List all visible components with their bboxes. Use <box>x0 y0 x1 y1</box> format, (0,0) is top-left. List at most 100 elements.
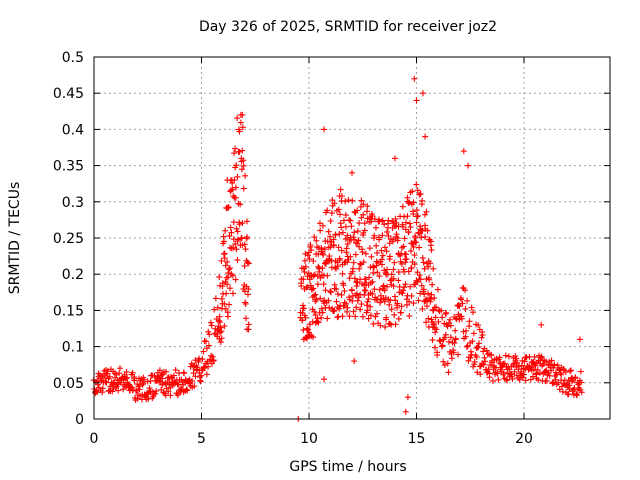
data-point <box>397 309 404 316</box>
data-point <box>414 213 421 220</box>
data-point <box>371 286 378 293</box>
data-point <box>317 295 324 302</box>
tick-layer: 0 0.05 0.1 0.15 0.2 0.25 0.3 0.35 0.4 0.45 0.5 0 5 10… <box>53 50 610 447</box>
data-point <box>473 354 480 361</box>
data-point <box>433 326 440 333</box>
data-point <box>181 370 188 377</box>
data-point <box>350 259 357 266</box>
data-point <box>376 273 383 280</box>
data-point <box>379 232 386 239</box>
data-point <box>338 247 345 254</box>
data-point <box>374 249 381 256</box>
data-point <box>496 354 503 361</box>
data-point <box>419 255 426 262</box>
data-point <box>402 281 409 288</box>
data-point <box>361 227 368 234</box>
data-point <box>347 253 354 260</box>
data-point <box>526 353 533 360</box>
data-point <box>245 321 252 328</box>
data-point <box>455 301 462 308</box>
data-point <box>390 275 397 282</box>
data-point <box>222 305 229 312</box>
data-point <box>453 315 460 322</box>
data-point <box>401 235 408 242</box>
data-point <box>405 229 412 236</box>
data-point <box>359 246 366 253</box>
data-point <box>398 303 405 310</box>
data-point <box>224 313 231 320</box>
data-point <box>234 236 241 243</box>
data-point <box>242 300 249 307</box>
data-point <box>205 363 212 370</box>
y-tick-label: 0.5 <box>62 50 84 66</box>
data-point <box>231 177 238 184</box>
data-point <box>218 257 225 264</box>
data-point <box>334 291 341 298</box>
data-point <box>377 299 384 306</box>
data-point <box>113 371 120 378</box>
data-point <box>205 342 212 349</box>
data-point <box>427 298 434 305</box>
data-point <box>327 288 334 295</box>
data-point <box>341 288 348 295</box>
data-point <box>356 243 363 250</box>
chart-title: Day 326 of 2025, SRMTID for receiver joz… <box>199 19 497 35</box>
data-point <box>242 172 249 179</box>
x-tick-label: 0 <box>90 431 99 447</box>
data-point <box>338 224 345 231</box>
data-point <box>135 383 142 390</box>
data-point <box>349 197 356 204</box>
data-point <box>577 368 584 375</box>
data-point <box>578 379 585 386</box>
data-point <box>192 373 199 380</box>
data-point <box>508 370 515 377</box>
data-point <box>373 242 380 249</box>
data-point <box>569 388 576 395</box>
data-point <box>382 323 389 330</box>
data-point <box>311 292 318 299</box>
data-point <box>382 244 389 251</box>
data-point <box>419 305 426 312</box>
data-point <box>480 361 487 368</box>
data-point <box>353 304 360 311</box>
data-point <box>324 207 331 214</box>
data-point <box>222 262 229 269</box>
data-point <box>172 367 179 374</box>
data-point <box>423 319 430 326</box>
data-point <box>158 372 165 379</box>
data-point <box>229 186 236 193</box>
data-point <box>406 220 413 227</box>
data-point <box>468 304 475 311</box>
data-point <box>535 376 542 383</box>
data-point <box>326 304 333 311</box>
data-point <box>343 245 350 252</box>
data-point <box>232 184 239 191</box>
data-point <box>393 219 400 226</box>
data-point <box>234 256 241 263</box>
data-point <box>349 169 355 176</box>
x-tick-label: 5 <box>197 431 206 447</box>
data-point <box>364 203 371 210</box>
data-point <box>546 372 553 379</box>
data-point <box>349 292 356 299</box>
data-point <box>467 348 474 355</box>
data-point <box>345 197 352 204</box>
data-point <box>305 252 312 259</box>
data-point <box>322 287 329 294</box>
data-point <box>110 380 117 387</box>
data-point <box>552 376 559 383</box>
data-point <box>314 318 321 325</box>
data-point <box>231 150 238 157</box>
data-point <box>417 190 424 197</box>
data-point <box>305 326 312 333</box>
data-point <box>573 390 580 397</box>
data-point <box>309 286 316 293</box>
data-point <box>391 311 398 318</box>
data-point <box>469 338 476 345</box>
data-point <box>558 371 565 378</box>
data-point <box>315 251 322 258</box>
data-point <box>319 265 326 272</box>
data-point <box>489 357 496 364</box>
data-point <box>184 387 191 394</box>
data-point <box>384 228 391 235</box>
